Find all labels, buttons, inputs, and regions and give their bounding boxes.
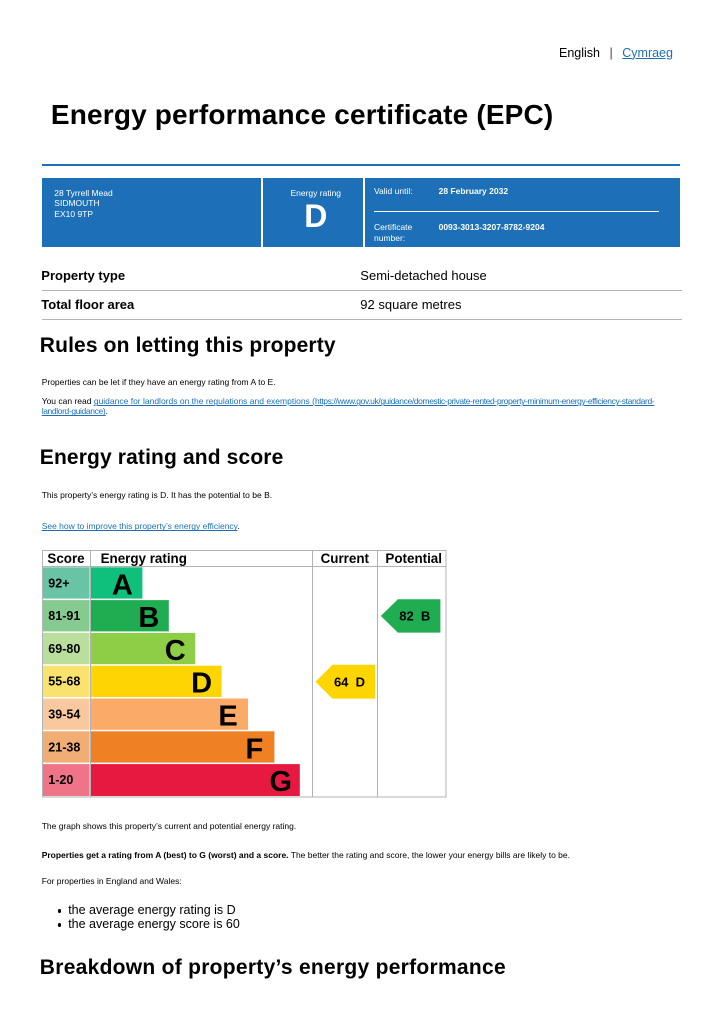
svg-text:Score: Score [47, 551, 84, 566]
svg-text:B: B [138, 602, 159, 634]
svg-text:64 D: 64 D [334, 674, 365, 689]
svg-text:55-68: 55-68 [48, 675, 80, 689]
svg-text:Potential: Potential [385, 551, 442, 566]
svg-text:1-20: 1-20 [48, 773, 73, 787]
svg-text:C: C [165, 635, 186, 667]
svg-text:G: G [270, 766, 293, 798]
svg-text:21-38: 21-38 [48, 740, 80, 754]
svg-text:81-91: 81-91 [48, 609, 80, 623]
svg-text:82 B: 82 B [399, 609, 430, 624]
svg-text:E: E [218, 701, 237, 733]
svg-text:D: D [191, 668, 212, 700]
svg-text:69-80: 69-80 [48, 642, 80, 656]
svg-text:Current: Current [321, 551, 370, 566]
svg-text:92+: 92+ [48, 576, 69, 590]
svg-text:39-54: 39-54 [48, 708, 80, 722]
svg-text:F: F [246, 733, 264, 765]
svg-text:Energy rating: Energy rating [101, 551, 187, 566]
svg-text:A: A [112, 569, 133, 601]
